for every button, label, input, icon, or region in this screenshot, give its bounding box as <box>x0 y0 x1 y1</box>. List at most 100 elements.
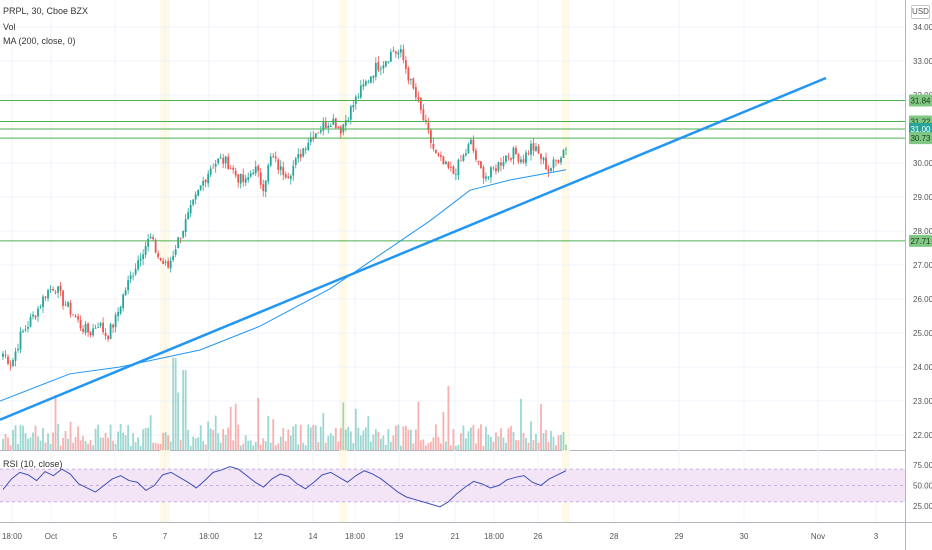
volume-bar <box>224 434 227 450</box>
volume-bar <box>49 443 52 450</box>
volume-bar <box>132 433 135 450</box>
volume-bar <box>107 437 109 450</box>
volume-bar <box>159 443 162 450</box>
currency-badge[interactable]: USD <box>911 5 930 19</box>
volume-bar <box>490 436 492 450</box>
volume-bar <box>359 435 362 450</box>
volume-bar <box>377 431 380 450</box>
candle-body <box>492 167 495 169</box>
candle-body <box>522 159 525 163</box>
candle-body <box>44 296 47 298</box>
volume-bar <box>562 432 565 450</box>
candle-body <box>32 314 34 317</box>
candle-body <box>259 172 262 185</box>
candle-body <box>22 331 24 332</box>
candle-body <box>347 120 350 121</box>
candle-body <box>497 162 500 171</box>
volume-bar <box>29 437 32 450</box>
volume-bar <box>192 436 195 450</box>
volume-bar <box>369 441 372 450</box>
volume-bar <box>545 430 547 450</box>
candle-body <box>512 147 515 159</box>
candle-body <box>27 326 29 329</box>
volume-bar <box>552 436 555 450</box>
volume-bar <box>299 424 302 450</box>
volume-bar <box>137 437 140 450</box>
volume-bar <box>337 441 340 450</box>
volume-bar <box>114 443 117 450</box>
candle-body <box>542 157 545 161</box>
candle-body <box>249 173 252 177</box>
rsi-tick-label: 25.00 <box>913 502 932 511</box>
candle-body <box>562 150 565 158</box>
volume-bar <box>234 403 237 450</box>
volume-bars <box>2 357 567 450</box>
candle-body <box>307 142 310 150</box>
volume-bar <box>32 432 34 450</box>
volume-bar <box>397 424 400 450</box>
candle-body <box>104 333 107 337</box>
volume-bar <box>339 428 342 450</box>
level-label-box <box>909 94 932 107</box>
volume-bar <box>317 442 320 450</box>
rsi-line <box>2 466 567 508</box>
candle-body <box>169 260 172 269</box>
candle-body <box>174 249 177 255</box>
candle-body <box>532 143 535 151</box>
volume-bar <box>229 406 232 450</box>
volume-bar <box>470 427 472 450</box>
volume-bar <box>247 440 250 450</box>
volume-bar <box>417 401 420 450</box>
candle-body <box>102 322 104 333</box>
time-tick-label: 12 <box>254 532 263 541</box>
candle-body <box>560 157 562 163</box>
candle-body <box>455 174 457 176</box>
volume-bar <box>522 432 525 450</box>
candle-body <box>17 348 19 351</box>
candle-body <box>284 174 287 178</box>
candle-body <box>314 133 317 139</box>
candle-body <box>372 76 375 78</box>
candle-body <box>192 199 195 205</box>
volume-bar <box>329 433 332 450</box>
candle-body <box>114 314 117 328</box>
candle-body <box>117 311 120 317</box>
time-tick-label: 18:00 <box>2 532 23 541</box>
candle-body <box>397 52 400 55</box>
candle-body <box>147 238 150 247</box>
volume-bar <box>57 424 59 450</box>
candle-body <box>442 156 445 165</box>
volume-bar <box>344 429 347 450</box>
candle-body <box>485 176 487 179</box>
candle-body <box>177 237 180 249</box>
volume-bar <box>520 398 522 450</box>
volume-bar <box>535 433 537 450</box>
candle-body <box>432 143 435 149</box>
candle-body <box>520 159 522 163</box>
volume-bar <box>209 428 212 450</box>
volume-bar <box>465 438 467 450</box>
candle-body <box>119 306 122 314</box>
volume-bar <box>467 431 470 450</box>
candle-body <box>309 137 312 143</box>
volume-bar <box>242 443 245 450</box>
candle-body <box>37 308 39 317</box>
candle-body <box>387 61 390 63</box>
level-label-box <box>909 132 932 145</box>
candle-body <box>507 156 510 158</box>
volume-bar <box>517 440 520 450</box>
price-tick-label: 26.00 <box>913 295 932 304</box>
volume-bar <box>284 441 287 450</box>
candle-body <box>94 327 97 329</box>
volume-bar <box>257 398 260 450</box>
volume-bar <box>412 443 415 450</box>
candle-body <box>279 166 282 171</box>
volume-bar <box>102 437 104 450</box>
volume-bar <box>407 429 410 450</box>
candle-body <box>42 296 44 308</box>
candle-body <box>84 324 87 333</box>
candle-body <box>232 167 235 170</box>
volume-bar <box>455 445 457 450</box>
volume-bar <box>264 441 267 450</box>
